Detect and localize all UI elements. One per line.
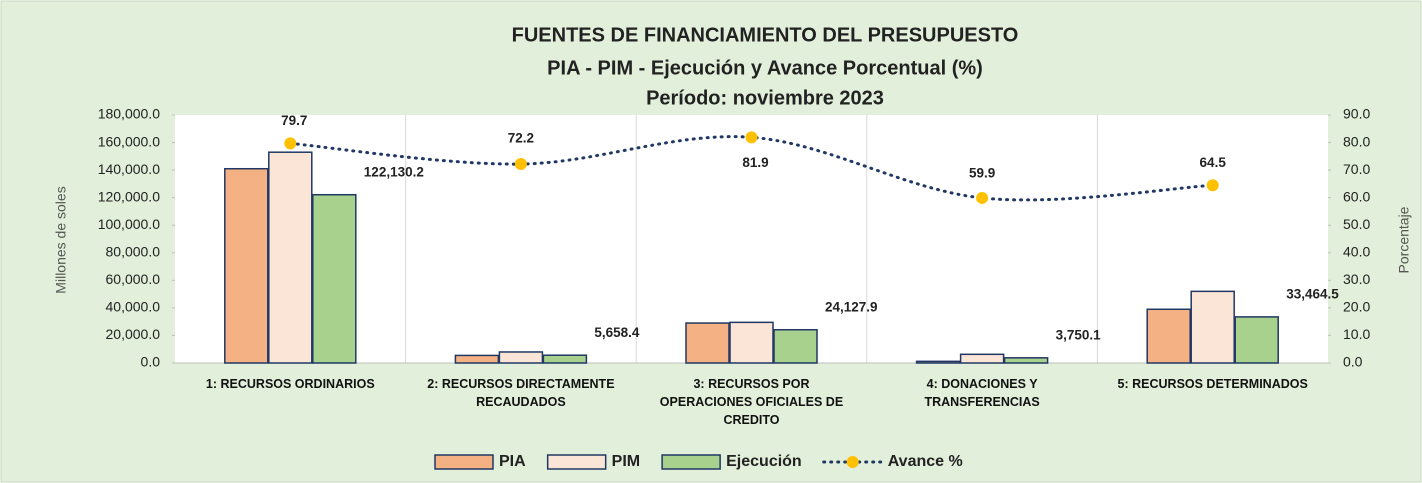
- chart-subtitle: Período: noviembre 2023: [646, 87, 884, 109]
- legend-swatch: [661, 454, 721, 470]
- y-tick-label: 160,000.0: [98, 133, 160, 149]
- data-label: 33,464.5: [1286, 286, 1339, 301]
- line-marker: [1206, 179, 1219, 192]
- x-tick-label: 1: RECURSOS ORDINARIOS: [205, 377, 375, 391]
- bar: [915, 360, 961, 364]
- line-marker: [745, 131, 758, 144]
- chart-title: FUENTES DE FINANCIAMIENTO DEL PRESUPUEST…: [512, 24, 1019, 46]
- data-label: 5,658.4: [594, 325, 640, 340]
- y-tick-label: 20,000.0: [106, 326, 161, 342]
- legend-label: Ejecución: [726, 453, 802, 470]
- data-label: 24,127.9: [825, 299, 878, 314]
- y2-tick-label: 30.0: [1343, 271, 1370, 287]
- x-tick-label: 4: DONACIONES Y TRANSFERENCIAS: [924, 377, 1040, 409]
- y-tick-label: 60,000.0: [106, 271, 161, 287]
- legend-label: Avance %: [888, 453, 963, 470]
- x-tick-label: 3: RECURSOS POR OPERACIONES OFICIALES DE…: [659, 377, 844, 427]
- y-tick-label: 180,000.0: [98, 106, 160, 122]
- y2-axis-title: Porcentaje: [1396, 206, 1412, 273]
- y2-tick-label: 60.0: [1343, 188, 1370, 204]
- y2-tick-label: 0.0: [1343, 354, 1363, 370]
- y-tick-label: 0.0: [141, 354, 161, 370]
- y2-tick-label: 80.0: [1343, 133, 1370, 149]
- legend-label: PIA: [499, 453, 526, 470]
- bar: [312, 193, 357, 364]
- data-label: 81.9: [742, 155, 768, 170]
- y-tick-label: 80,000.0: [106, 243, 161, 259]
- data-label: 59.9: [969, 166, 995, 181]
- bar: [268, 151, 313, 364]
- data-label: 3,750.1: [1056, 327, 1102, 342]
- y2-tick-label: 20.0: [1343, 299, 1370, 315]
- bar: [1146, 308, 1191, 364]
- y-tick-label: 120,000.0: [98, 188, 160, 204]
- y-tick-label: 100,000.0: [98, 216, 160, 232]
- bar: [454, 354, 500, 364]
- x-tick-label: 5: RECURSOS DETERMINADOS: [1117, 377, 1308, 391]
- legend-swatch: [846, 456, 859, 468]
- legend-swatch: [434, 454, 494, 470]
- bar: [498, 351, 544, 364]
- chart-subtitle: PIA - PIM - Ejecución y Avance Porcentua…: [547, 57, 983, 79]
- bar: [685, 322, 730, 364]
- bar: [224, 167, 269, 364]
- bar: [1234, 316, 1279, 364]
- bar: [729, 321, 774, 364]
- data-label: 122,130.2: [364, 164, 424, 179]
- y2-tick-label: 90.0: [1343, 106, 1370, 122]
- y-tick-label: 140,000.0: [98, 161, 160, 177]
- y2-tick-label: 10.0: [1343, 326, 1370, 342]
- y2-tick-label: 70.0: [1343, 161, 1370, 177]
- data-label: 79.7: [281, 113, 307, 128]
- legend-label: PIM: [612, 453, 640, 470]
- line-marker: [976, 191, 989, 204]
- bar: [542, 354, 588, 364]
- data-label: 64.5: [1200, 155, 1227, 170]
- line-marker: [284, 137, 297, 150]
- x-tick-label: 2: RECURSOS DIRECTAMENTE RECAUDADOS: [427, 377, 615, 409]
- bar: [1003, 357, 1049, 364]
- y2-tick-label: 50.0: [1343, 216, 1370, 232]
- bar: [959, 353, 1005, 364]
- bar: [773, 329, 818, 364]
- y-tick-label: 40,000.0: [106, 299, 161, 315]
- y-axis-title: Millones de soles: [53, 186, 69, 293]
- line-marker: [514, 158, 527, 171]
- bar: [1190, 290, 1235, 364]
- y2-tick-label: 40.0: [1343, 243, 1370, 259]
- data-label: 72.2: [508, 131, 534, 146]
- legend-swatch: [546, 454, 607, 470]
